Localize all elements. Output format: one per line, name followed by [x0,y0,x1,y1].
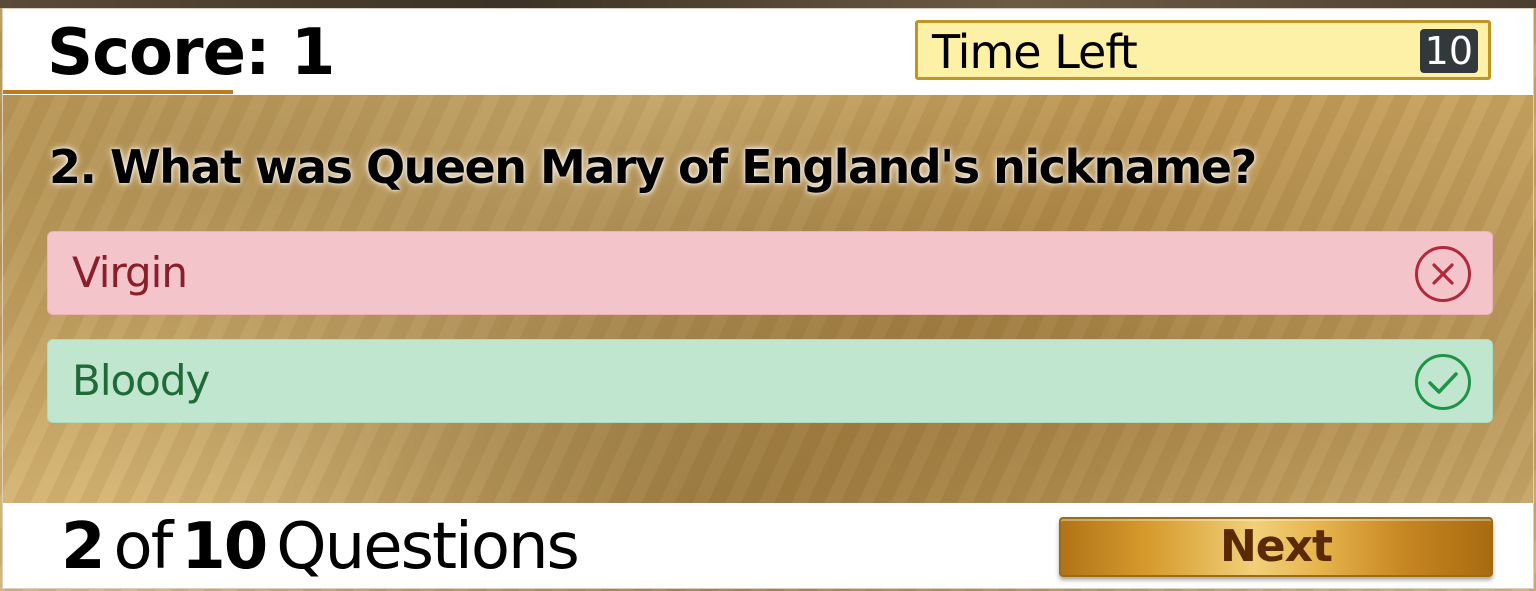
timer-box: Time Left 10 [915,20,1491,80]
progress-total: 10 [181,510,268,584]
quiz-card: Score: 1 Time Left 10 2. What was Queen … [2,8,1534,589]
timer-label: Time Left [932,25,1138,79]
next-button[interactable]: Next [1059,517,1493,577]
answer-option-incorrect[interactable]: Virgin [47,231,1493,315]
answer-option-correct[interactable]: Bloody [47,339,1493,423]
score-underline [3,90,233,94]
progress-of-word: of [113,510,174,584]
x-circle-icon [1415,246,1471,302]
check-circle-icon [1415,354,1471,410]
question-progress: 2 of 10 Questions [61,509,580,585]
question-text: 2. What was Queen Mary of England's nick… [49,140,1257,194]
quiz-header: Score: 1 Time Left 10 [3,9,1533,95]
timer-value-badge: 10 [1419,29,1478,73]
answer-option-label: Bloody [72,356,210,405]
background-strip [0,0,1536,8]
next-button-label: Next [1219,521,1333,572]
progress-questions-word: Questions [276,510,580,584]
score-display: Score: 1 [47,16,335,90]
answer-option-label: Virgin [72,248,188,297]
progress-current: 2 [61,510,106,584]
quiz-footer: 2 of 10 Questions Next [3,503,1533,588]
